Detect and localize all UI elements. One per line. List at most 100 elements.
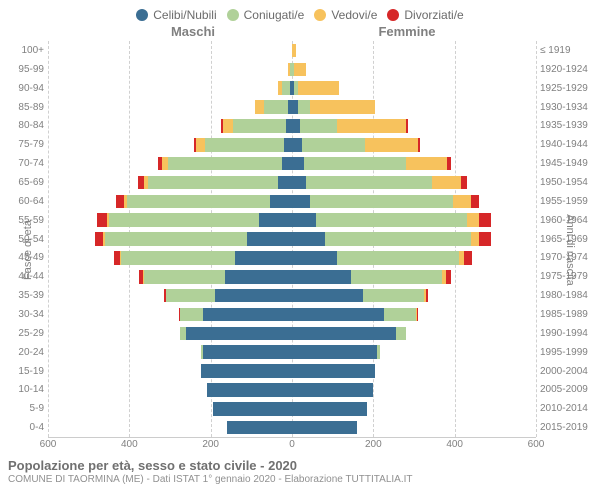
bar-segment [298, 100, 310, 114]
male-bar [48, 138, 292, 152]
bar-segment [292, 289, 363, 303]
female-bar [292, 402, 536, 416]
bar-row [48, 324, 536, 343]
bar-segment [292, 213, 316, 227]
female-label: Femmine [300, 24, 514, 39]
bar-segment [471, 195, 479, 209]
x-tick-label: 400 [446, 439, 463, 450]
male-bar [48, 232, 292, 246]
bar-row [48, 192, 536, 211]
bar-row [48, 230, 536, 249]
male-bar [48, 251, 292, 265]
bar-row [48, 60, 536, 79]
chart-title: Popolazione per età, sesso e stato civil… [8, 458, 592, 473]
bar-row [48, 116, 536, 135]
bar-segment [116, 195, 124, 209]
bar-row [48, 211, 536, 230]
male-bar [48, 195, 292, 209]
age-label: 15-19 [6, 362, 48, 381]
bar-segment [168, 157, 282, 171]
bar-row [48, 418, 536, 437]
bar-segment [127, 195, 269, 209]
bar-segment [207, 383, 292, 397]
y-axis-title-right: Anni di nascita [564, 214, 576, 286]
bar-segment [302, 138, 365, 152]
female-bar [292, 327, 536, 341]
bar-segment [432, 176, 460, 190]
female-bar [292, 383, 536, 397]
bar-segment [205, 138, 284, 152]
bar-segment [446, 270, 451, 284]
birth-label: 1925-1929 [536, 79, 594, 98]
legend-swatch [387, 9, 399, 21]
bar-segment [363, 289, 424, 303]
bar-row [48, 98, 536, 117]
grid-line [536, 41, 537, 437]
legend-label: Vedovi/e [331, 8, 377, 22]
bar-segment [203, 345, 292, 359]
bar-segment [406, 157, 447, 171]
bar-segment [247, 232, 292, 246]
bar-segment [227, 421, 292, 435]
bar-segment [447, 157, 451, 171]
bar-segment [235, 251, 292, 265]
bar-segment [292, 119, 300, 133]
female-bar [292, 232, 536, 246]
chart-zone: 100+95-9990-9485-8980-8475-7970-7465-696… [6, 41, 594, 437]
bar-segment [292, 138, 302, 152]
age-label: 90-94 [6, 79, 48, 98]
female-bar [292, 213, 536, 227]
bar-segment [351, 270, 443, 284]
bar-row [48, 248, 536, 267]
bar-row [48, 362, 536, 381]
birth-label: 1945-1949 [536, 154, 594, 173]
bar-segment [95, 232, 103, 246]
bar-segment [292, 251, 337, 265]
bar-segment [270, 195, 292, 209]
female-bar [292, 157, 536, 171]
birth-label: ≤ 1919 [536, 41, 594, 60]
bar-segment [292, 383, 373, 397]
bar-segment [259, 213, 292, 227]
bar-segment [467, 213, 479, 227]
gender-labels: Maschi Femmine [6, 24, 594, 41]
male-bar [48, 289, 292, 303]
age-label: 70-74 [6, 154, 48, 173]
bar-segment [292, 402, 367, 416]
age-label: 20-24 [6, 343, 48, 362]
bar-segment [282, 81, 290, 95]
bar-segment [306, 176, 432, 190]
female-bar [292, 364, 536, 378]
legend-swatch [314, 9, 326, 21]
bar-segment [148, 176, 278, 190]
bar-segment [186, 327, 292, 341]
bar-segment [255, 100, 263, 114]
legend-swatch [136, 9, 148, 21]
male-bar [48, 383, 292, 397]
male-bar [48, 100, 292, 114]
bar-segment [292, 308, 384, 322]
x-tick-label: 400 [121, 439, 138, 450]
bar-row [48, 343, 536, 362]
age-label: 75-79 [6, 135, 48, 154]
bar-segment [180, 308, 202, 322]
bar-row [48, 380, 536, 399]
age-label: 0-4 [6, 418, 48, 437]
bar-segment [213, 402, 292, 416]
birth-label: 1995-1999 [536, 343, 594, 362]
bar-segment [223, 119, 233, 133]
male-label: Maschi [86, 24, 300, 39]
x-ticks: 6004002000200400600 [48, 438, 536, 452]
bar-segment [325, 232, 471, 246]
male-bar [48, 63, 292, 77]
bar-segment [201, 364, 293, 378]
age-label: 80-84 [6, 116, 48, 135]
x-tick-label: 200 [202, 439, 219, 450]
female-bar [292, 81, 536, 95]
bar-segment [304, 157, 406, 171]
male-bar [48, 345, 292, 359]
male-bar [48, 81, 292, 95]
bar-segment [310, 100, 375, 114]
bar-segment [377, 345, 379, 359]
birth-label: 1985-1989 [536, 305, 594, 324]
